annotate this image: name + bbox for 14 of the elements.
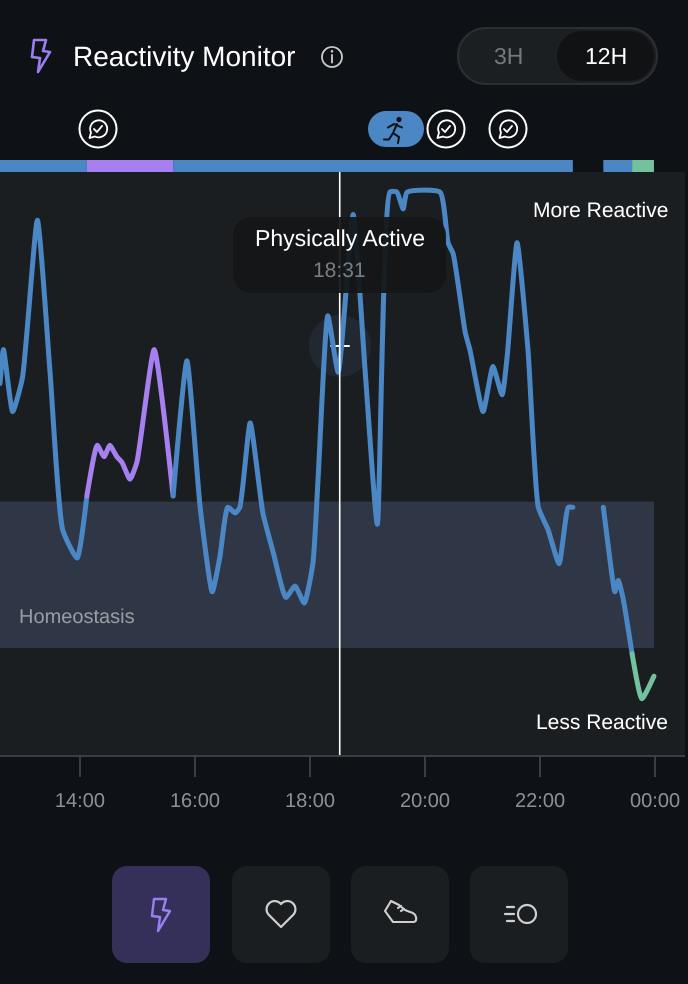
chart-title: Reactivity Monitor	[73, 40, 296, 72]
x-tick-label: 20:00	[400, 790, 450, 812]
x-tick-label: 22:00	[515, 790, 566, 812]
x-tick-label: 14:00	[54, 790, 105, 812]
x-tick-label: 16:00	[170, 790, 220, 812]
ref-line-label: Physically Active	[255, 225, 426, 251]
annotation: 18:31	[313, 259, 366, 282]
x-tick-label: 18:00	[284, 790, 336, 812]
text: 12H	[585, 43, 628, 69]
text: 3H	[494, 43, 524, 69]
annotation: More Reactive	[533, 199, 668, 222]
band-label: Homeostasis	[19, 606, 135, 628]
annotation: Less Reactive	[536, 711, 668, 734]
x-tick-label: 00:00	[630, 790, 680, 812]
